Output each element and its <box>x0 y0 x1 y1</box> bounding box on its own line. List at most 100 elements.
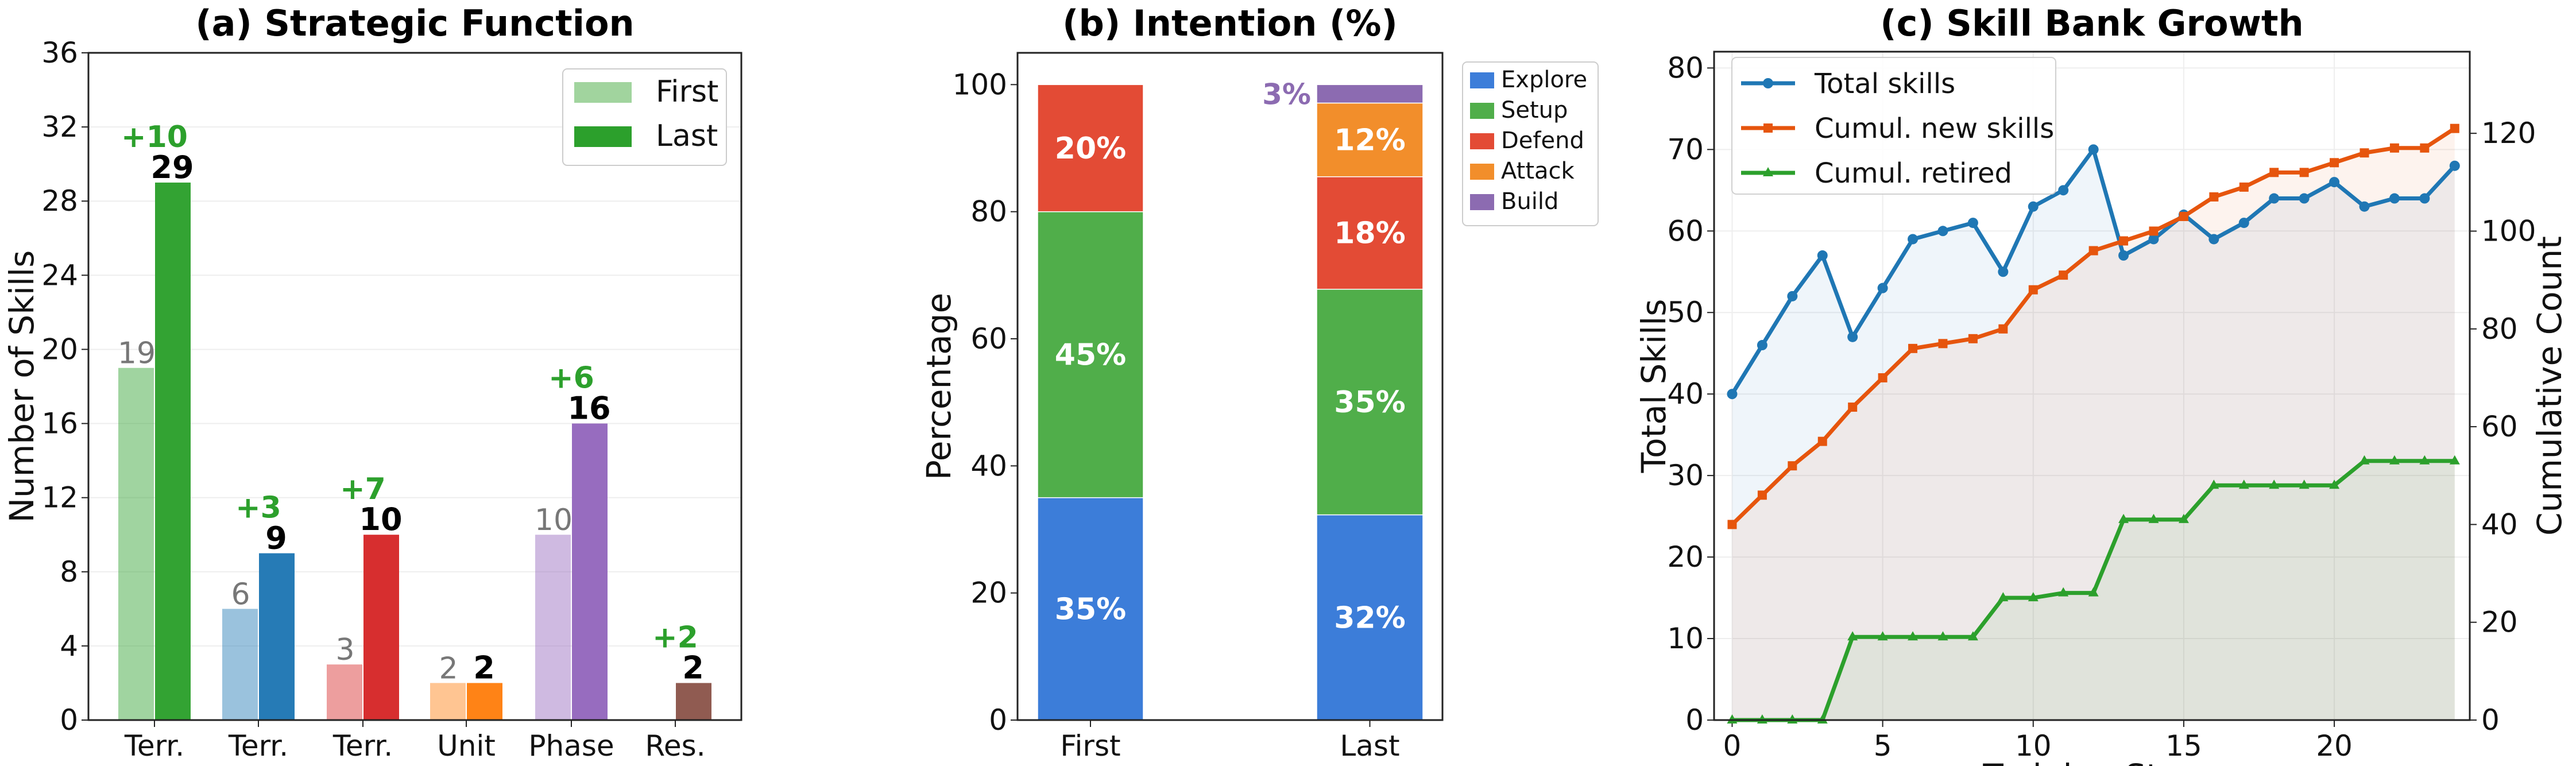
y-tick-label: 0 <box>1685 703 1704 737</box>
first-value-label: 2 <box>439 651 458 686</box>
legend-label: First <box>656 75 718 109</box>
stacked-bar-defend <box>1316 176 1424 290</box>
chart-title: (c) Skill Bank Growth <box>1880 2 2303 44</box>
data-point <box>2028 285 2038 295</box>
data-point <box>1937 226 1948 237</box>
data-point <box>1877 283 1888 293</box>
data-point <box>1817 714 1828 724</box>
data-point <box>2329 479 2340 489</box>
y-tick-label: 30 <box>1667 459 1704 492</box>
data-point <box>2028 201 2039 212</box>
legend: Explore Setup Defend Attack Build <box>1462 61 1599 226</box>
data-point <box>2028 592 2039 602</box>
y-tick-label: 0 <box>60 703 78 737</box>
data-point <box>1727 714 1738 724</box>
bar-first-1 <box>222 609 258 720</box>
legend-marker <box>1763 78 1773 88</box>
legend-label: Defend <box>1501 127 1584 154</box>
y-tick-label: 20 <box>970 577 1007 610</box>
y-tick-label: 32 <box>41 110 78 144</box>
legend-label: Total skills <box>1814 68 1955 100</box>
data-point <box>2238 218 2249 229</box>
delta-label: +7 <box>340 472 386 506</box>
x-tick-label: Phase <box>528 729 614 763</box>
data-point <box>1908 631 1919 641</box>
legend-swatch <box>1470 133 1494 149</box>
x-tick-label: Trans. <box>528 761 614 766</box>
data-point <box>2449 160 2460 171</box>
first-value-label: 3 <box>335 633 354 667</box>
data-point <box>2209 192 2219 202</box>
y-tick-label: 20 <box>41 332 78 366</box>
delta-label: +10 <box>121 120 188 154</box>
legend-marker <box>1763 167 1773 176</box>
x-tick-label: 0 <box>1723 729 1742 763</box>
x-tick-label: Mgmt. <box>629 761 721 766</box>
y-tick-label: 12 <box>41 481 78 514</box>
data-point <box>1968 334 1978 343</box>
data-point <box>2420 143 2430 153</box>
legend-swatch <box>1470 194 1494 210</box>
segment-label: 18% <box>1334 216 1405 251</box>
segment-label: 35% <box>1055 592 1126 626</box>
first-value-label: 19 <box>118 336 156 371</box>
data-point <box>1847 631 1858 641</box>
last-value-label: 9 <box>265 520 287 556</box>
y-tick-label: 40 <box>970 449 1007 482</box>
y-tick-label: 100 <box>953 68 1007 101</box>
first-value-label: 10 <box>535 503 573 537</box>
data-point <box>2208 234 2219 245</box>
data-point <box>2119 236 2129 246</box>
legend-label: Cumul. retired <box>1815 157 2012 189</box>
segment-label: 35% <box>1334 385 1405 420</box>
legend-label: Cumul. new skills <box>1815 113 2054 145</box>
x-tick-label: Terr. <box>124 729 184 763</box>
legend-box <box>1462 61 1599 226</box>
data-point <box>1817 250 1828 261</box>
data-point <box>1908 234 1919 245</box>
data-point <box>2449 455 2460 465</box>
data-point <box>2330 158 2339 168</box>
data-point <box>2148 234 2159 245</box>
legend-swatch <box>1470 103 1494 119</box>
y-axis-label: Number of Skills <box>2 250 41 523</box>
area-fill-1 <box>1732 128 2455 721</box>
x-axis-label: Training Step <box>1982 757 2200 766</box>
y2-tick-label: 0 <box>2481 703 2500 737</box>
legend-swatch <box>574 126 632 147</box>
data-point <box>2059 270 2068 280</box>
data-point <box>2419 455 2430 465</box>
legend-swatch <box>574 82 632 103</box>
data-point <box>2239 182 2249 192</box>
bar-first-2 <box>327 664 362 720</box>
stacked-bar-explore <box>1037 497 1144 721</box>
last-value-label: 29 <box>150 149 194 185</box>
x-tick-label: 20 <box>2316 729 2353 763</box>
y-tick-label: 80 <box>970 195 1007 229</box>
data-point <box>1998 324 2008 334</box>
x-tick-label: Last <box>1340 729 1399 763</box>
y2-tick-label: 80 <box>2481 312 2518 346</box>
x-tick-label: Res. <box>645 729 705 763</box>
data-point <box>1938 339 1948 349</box>
segment-label: 20% <box>1055 131 1126 166</box>
area-fill-0 <box>1732 149 2455 721</box>
x-tick-label: 10 <box>2015 729 2052 763</box>
data-point <box>1727 389 1738 400</box>
data-point <box>2269 479 2280 489</box>
data-point <box>1757 490 1767 500</box>
legend-swatch <box>1470 164 1494 180</box>
y-tick-label: 70 <box>1667 133 1704 166</box>
stacked-bar-setup <box>1316 288 1424 516</box>
last-value-label: 10 <box>359 501 402 537</box>
data-point <box>2149 226 2159 236</box>
y-tick-label: 4 <box>60 629 78 663</box>
y-tick-label: 10 <box>1667 622 1704 655</box>
data-point <box>1998 592 2009 602</box>
bar-last-4 <box>572 423 608 720</box>
data-point <box>2360 148 2369 158</box>
data-point <box>2058 587 2069 597</box>
data-point <box>1878 373 1887 382</box>
data-point <box>2329 177 2340 188</box>
y2-tick-label: 120 <box>2481 117 2536 150</box>
